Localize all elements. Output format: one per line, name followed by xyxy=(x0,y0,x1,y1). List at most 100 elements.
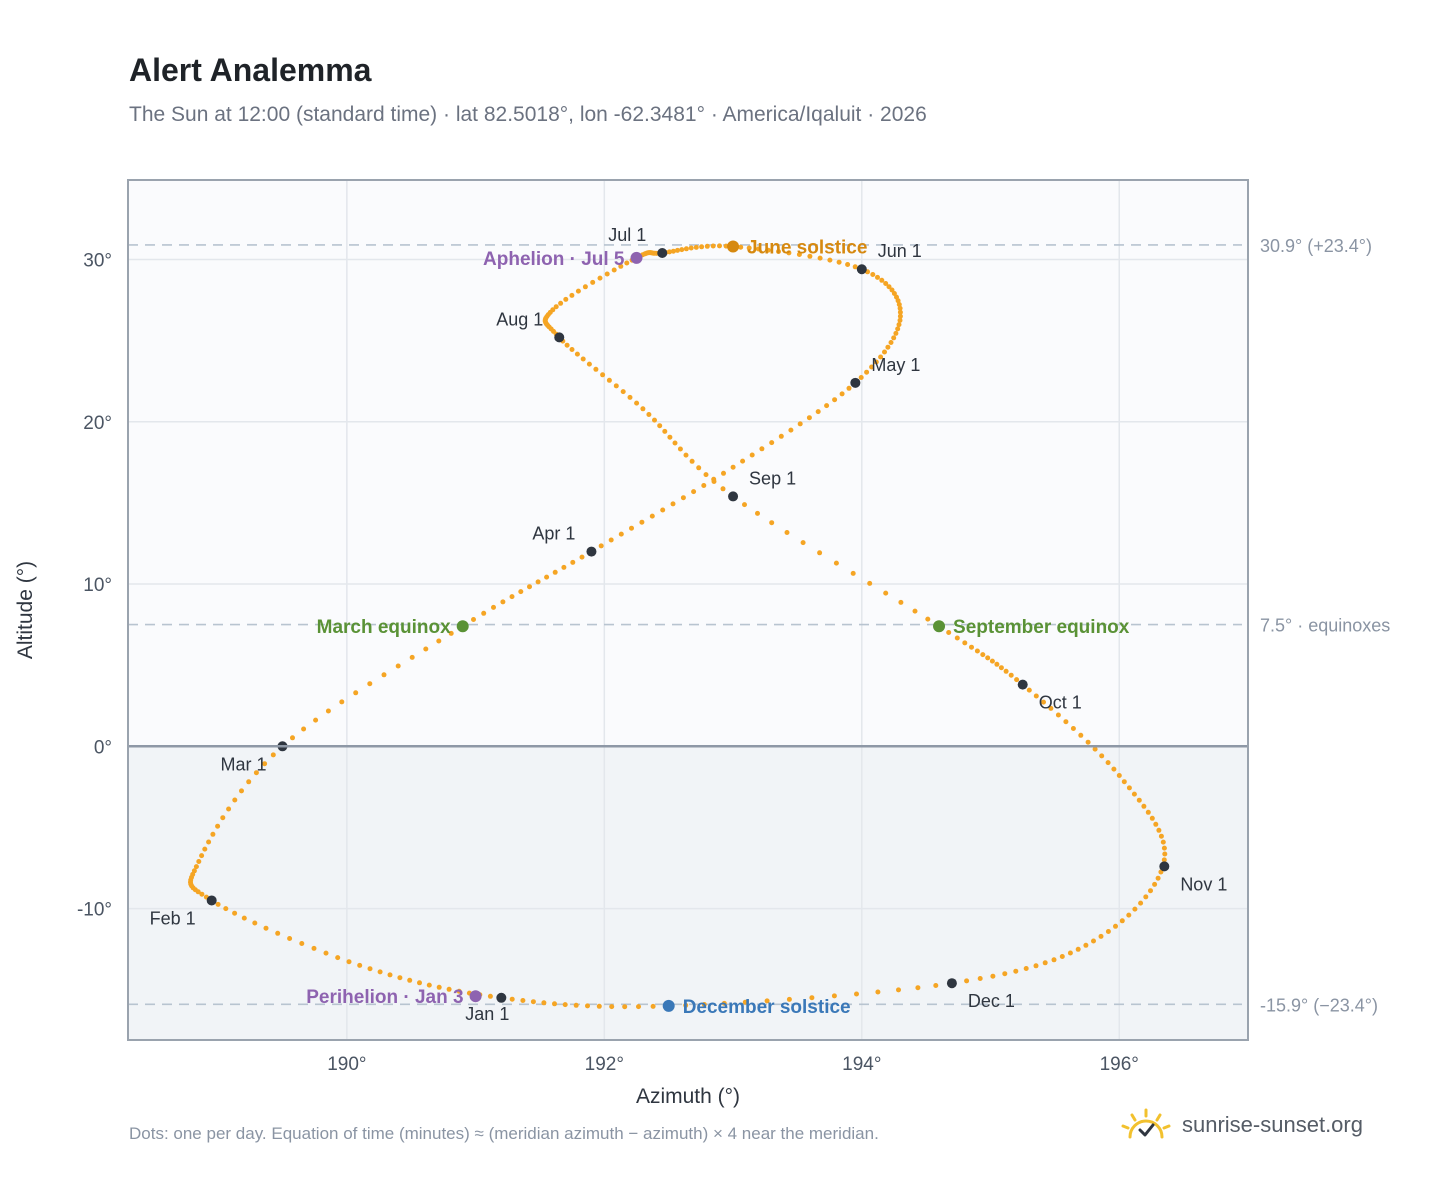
daily-dot xyxy=(1033,963,1039,969)
daily-dot xyxy=(407,977,413,983)
daily-dot xyxy=(1023,966,1029,971)
daily-dot xyxy=(611,267,617,273)
daily-dot xyxy=(852,264,858,270)
daily-dot xyxy=(969,644,974,650)
daily-dot xyxy=(809,995,815,1001)
daily-dot xyxy=(226,806,232,812)
daily-dot xyxy=(675,247,680,253)
daily-dot xyxy=(491,604,496,610)
daily-dot xyxy=(600,372,606,378)
daily-dot xyxy=(1067,950,1073,956)
daily-dot xyxy=(670,501,676,507)
daily-dot xyxy=(575,288,581,294)
daily-dot xyxy=(582,284,588,290)
daily-dot xyxy=(325,708,331,714)
daily-dot xyxy=(985,655,991,661)
daily-dot xyxy=(1105,760,1111,766)
x-tick-label: 190° xyxy=(327,1054,366,1075)
daily-dot xyxy=(629,525,634,531)
event-label: June solstice xyxy=(747,238,867,259)
daily-dot xyxy=(964,978,970,984)
event-marker xyxy=(456,620,469,633)
daily-dot xyxy=(667,434,673,440)
daily-dot xyxy=(875,274,880,280)
daily-dot xyxy=(1042,960,1048,966)
x-tick-label: 196° xyxy=(1100,1054,1139,1075)
daily-dot xyxy=(423,646,429,652)
daily-dot xyxy=(1075,946,1081,952)
daily-dot xyxy=(896,987,901,993)
daily-dot xyxy=(667,249,672,255)
daily-dot xyxy=(1026,687,1032,693)
daily-dot xyxy=(786,996,792,1002)
daily-dot xyxy=(500,599,506,605)
daily-dot xyxy=(867,580,873,586)
daily-dot xyxy=(1155,875,1161,881)
month-label: Mar 1 xyxy=(220,754,266,774)
daily-dot xyxy=(693,244,699,250)
daily-dot xyxy=(199,853,205,859)
daily-dot xyxy=(397,975,403,981)
daily-dot xyxy=(606,377,612,383)
below-horizon-area xyxy=(128,746,1248,1040)
daily-dot xyxy=(815,409,821,415)
daily-dot xyxy=(893,330,899,336)
daily-dot xyxy=(742,502,747,508)
daily-dot xyxy=(946,630,952,635)
daily-dot xyxy=(569,347,575,352)
daily-dot xyxy=(210,831,216,837)
daily-dot xyxy=(1113,923,1118,929)
month-marker xyxy=(496,992,507,1003)
daily-dot xyxy=(858,375,864,380)
daily-dot xyxy=(869,364,875,370)
daily-dot xyxy=(561,564,567,570)
daily-dot xyxy=(275,930,281,936)
daily-dot xyxy=(290,735,295,741)
daily-dot xyxy=(436,984,442,990)
daily-dot xyxy=(535,579,541,585)
month-label: Nov 1 xyxy=(1180,874,1227,894)
daily-dot xyxy=(1138,900,1144,906)
daily-dot xyxy=(720,486,726,492)
daily-dot xyxy=(1013,968,1019,974)
daily-dot xyxy=(883,590,889,596)
daily-dot xyxy=(800,540,806,546)
daily-dot xyxy=(786,250,792,256)
daily-dot xyxy=(703,472,709,478)
daily-dot xyxy=(590,279,596,285)
daily-dot xyxy=(1136,797,1142,803)
daily-dot xyxy=(980,652,986,658)
daily-dot xyxy=(604,271,610,277)
daily-dot xyxy=(509,996,515,1002)
daily-dot xyxy=(436,638,442,644)
daily-dot xyxy=(897,305,903,311)
event-label: Perihelion · Jan 3 xyxy=(306,987,463,1008)
daily-dot xyxy=(487,993,493,999)
daily-dot xyxy=(367,681,373,687)
daily-dot xyxy=(769,520,775,526)
daily-dot xyxy=(875,989,881,995)
daily-dot xyxy=(683,1002,689,1008)
daily-dot xyxy=(954,635,960,641)
daily-dot xyxy=(989,658,995,664)
daily-dot xyxy=(824,403,830,409)
daily-dot xyxy=(670,248,676,254)
month-marker xyxy=(206,895,217,906)
daily-dot xyxy=(846,385,852,391)
daily-dot xyxy=(585,1003,590,1009)
month-label: Sep 1 xyxy=(749,468,796,488)
month-marker xyxy=(586,546,597,557)
daily-dot xyxy=(1092,746,1098,752)
daily-dot xyxy=(541,1000,547,1006)
daily-dot xyxy=(598,543,604,549)
daily-dot xyxy=(683,246,689,252)
brand[interactable]: sunrise-sunset.org xyxy=(1120,1103,1363,1147)
daily-dot xyxy=(579,554,585,560)
daily-dot xyxy=(740,458,746,464)
daily-dot xyxy=(1059,954,1065,959)
daily-dot xyxy=(1099,753,1105,759)
daily-dot xyxy=(1098,933,1104,939)
daily-dot xyxy=(627,394,633,400)
daily-dot xyxy=(1145,809,1151,815)
daily-dot xyxy=(679,247,685,253)
